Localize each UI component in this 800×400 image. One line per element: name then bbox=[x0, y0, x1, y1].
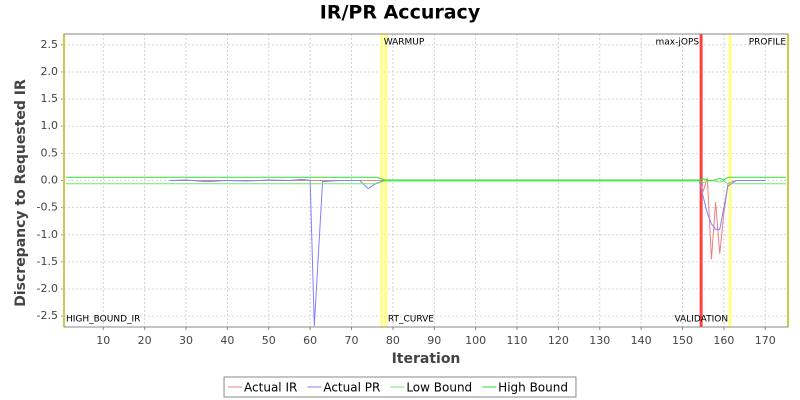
legend-text: Low Bound bbox=[406, 381, 472, 395]
x-tick-label: 90 bbox=[427, 334, 441, 347]
x-tick-label: 140 bbox=[631, 334, 652, 347]
x-tick-label: 110 bbox=[507, 334, 528, 347]
x-tick-label: 30 bbox=[179, 334, 193, 347]
y-tick-label: 0.5 bbox=[41, 146, 59, 159]
marker-label: WARMUP bbox=[384, 38, 425, 48]
x-tick-label: 70 bbox=[345, 334, 359, 347]
chart-title: IR/PR Accuracy bbox=[320, 2, 481, 24]
x-tick-label: 120 bbox=[548, 334, 569, 347]
y-tick-label: -1.0 bbox=[37, 228, 58, 241]
y-tick-label: 0.0 bbox=[41, 174, 59, 187]
series-line bbox=[169, 177, 766, 260]
x-tick-label: 80 bbox=[386, 334, 400, 347]
y-axis-label: Discrepancy to Requested IR bbox=[13, 79, 29, 307]
marker-label: VALIDATION bbox=[674, 315, 728, 325]
x-tick-label: 170 bbox=[755, 334, 776, 347]
series-line bbox=[66, 176, 786, 182]
y-tick-label: -2.5 bbox=[37, 309, 58, 322]
legend-text: Actual IR bbox=[244, 381, 297, 395]
y-tick-label: -0.5 bbox=[37, 201, 58, 214]
x-tick-label: 40 bbox=[220, 334, 234, 347]
y-tick-label: 2.5 bbox=[41, 38, 59, 51]
marker-label: max-jOPS bbox=[656, 38, 700, 48]
x-tick-label: 50 bbox=[262, 334, 276, 347]
y-tick-label: 1.0 bbox=[41, 119, 59, 132]
series-line bbox=[169, 178, 766, 326]
plot-border bbox=[63, 33, 789, 328]
x-axis-label: Iteration bbox=[392, 351, 461, 367]
y-tick-label: 2.0 bbox=[41, 65, 59, 78]
y-tick-label: -2.0 bbox=[37, 282, 58, 295]
x-tick-label: 60 bbox=[303, 334, 317, 347]
legend-text: Actual PR bbox=[323, 381, 380, 395]
marker-label: PROFILE bbox=[749, 38, 787, 48]
marker-label: HIGH_BOUND_IR bbox=[66, 315, 140, 325]
x-tick-label: 10 bbox=[96, 334, 110, 347]
legend-text: High Bound bbox=[498, 381, 568, 395]
x-tick-label: 130 bbox=[589, 334, 610, 347]
y-tick-label: -1.5 bbox=[37, 255, 58, 268]
series-line bbox=[66, 179, 786, 185]
x-tick-label: 100 bbox=[465, 334, 486, 347]
y-tick-label: 1.5 bbox=[41, 92, 59, 105]
legend: Actual IR Actual PR Low Bound High Bound bbox=[223, 376, 577, 398]
x-tick-label: 150 bbox=[672, 334, 693, 347]
marker-label: RT_CURVE bbox=[388, 315, 434, 325]
x-tick-label: 20 bbox=[138, 334, 152, 347]
x-tick-label: 160 bbox=[713, 334, 734, 347]
